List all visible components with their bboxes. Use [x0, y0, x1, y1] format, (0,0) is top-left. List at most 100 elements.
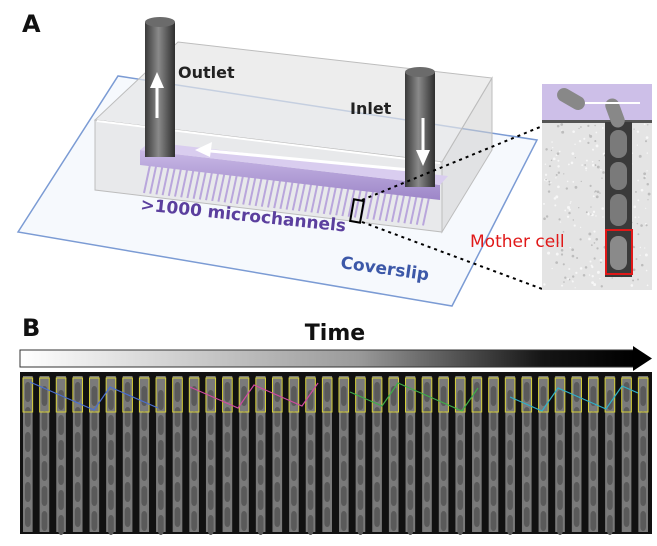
- speckle: [638, 154, 642, 158]
- speckle: [591, 163, 595, 167]
- cell: [623, 457, 630, 477]
- speckle: [590, 213, 592, 215]
- speckle: [593, 283, 597, 287]
- speckle: [579, 226, 582, 229]
- microchannel: [236, 175, 244, 205]
- cell: [58, 490, 64, 510]
- cell: [158, 440, 164, 460]
- cell: [573, 407, 580, 427]
- cell: [424, 407, 430, 427]
- cell: [224, 407, 231, 427]
- cell: [341, 511, 347, 531]
- speckle: [563, 281, 565, 283]
- mother-cell-label: Mother cell: [470, 232, 565, 252]
- speckle: [548, 183, 551, 186]
- cell: [307, 440, 314, 460]
- speckle: [562, 263, 565, 266]
- microchannel: [180, 169, 189, 198]
- channel-outline: [155, 377, 167, 413]
- cell: [174, 432, 181, 452]
- cell: [291, 411, 297, 431]
- channel-outline: [255, 377, 266, 413]
- channel-frame: [521, 376, 532, 532]
- channel-frame: [122, 376, 133, 532]
- speckle: [555, 261, 558, 264]
- cell: [407, 440, 414, 460]
- cell: [191, 411, 197, 431]
- microchannel: [298, 182, 306, 212]
- cell: [124, 432, 131, 452]
- cell: [74, 382, 81, 402]
- channel-outline: [538, 377, 549, 413]
- speckle: [561, 129, 563, 131]
- cell: [74, 407, 81, 427]
- speckle: [593, 242, 596, 244]
- cell: [257, 515, 264, 535]
- cell: [440, 511, 447, 531]
- speckle: [545, 215, 549, 218]
- channel-outline: [172, 377, 183, 413]
- speckle: [552, 244, 555, 248]
- speckle: [633, 205, 637, 209]
- cell: [610, 194, 627, 226]
- speckle: [576, 256, 579, 259]
- cell: [241, 511, 247, 531]
- lineage-trace: [349, 382, 479, 412]
- microchannel: [279, 180, 288, 210]
- speckle: [560, 253, 564, 256]
- speckle: [559, 221, 562, 223]
- speckle: [583, 137, 586, 140]
- cell: [523, 482, 530, 502]
- microchannel: [174, 168, 182, 197]
- speckle: [632, 268, 636, 272]
- cell: [374, 432, 380, 452]
- mother-cell: [610, 236, 627, 270]
- inlet-arrowhead: [416, 150, 430, 166]
- channel-outline: [105, 377, 117, 413]
- cell: [74, 507, 81, 527]
- microchannel: [167, 167, 176, 197]
- channel-frame: [322, 376, 332, 532]
- speckle: [582, 274, 586, 277]
- cell: [158, 415, 164, 435]
- speckle: [557, 185, 560, 189]
- channel-outline: [72, 377, 84, 413]
- speckle: [561, 284, 564, 287]
- kymograph-channels: [22, 376, 649, 535]
- time-arrowhead: [633, 346, 652, 371]
- cell: [390, 436, 397, 456]
- microchannel: [229, 174, 238, 204]
- cell: [507, 415, 513, 435]
- speckle: [543, 283, 546, 286]
- inlet-label: Inlet: [350, 99, 392, 118]
- cell: [557, 440, 563, 460]
- channel-outline: [405, 377, 416, 413]
- cell: [324, 457, 330, 477]
- speckle: [600, 261, 602, 264]
- cell: [291, 436, 297, 456]
- cell: [124, 507, 131, 527]
- speckle: [646, 284, 649, 287]
- cell: [257, 415, 264, 435]
- speckle: [580, 126, 582, 128]
- cell: [457, 515, 464, 535]
- cell: [540, 486, 547, 506]
- inset-edge: [542, 120, 652, 123]
- speckle: [645, 224, 648, 227]
- channel-outline: [488, 377, 499, 413]
- speckle: [637, 233, 640, 236]
- speckle: [643, 172, 647, 176]
- speckle: [584, 266, 588, 269]
- speckle: [595, 237, 599, 241]
- speckle: [585, 211, 588, 214]
- flow-arrowhead: [195, 142, 212, 157]
- cell: [41, 461, 48, 481]
- cell: [507, 440, 513, 460]
- cell: [357, 465, 364, 485]
- speckle: [569, 202, 571, 204]
- channel-outline: [471, 377, 483, 413]
- cell: [241, 461, 247, 481]
- microchannel: [304, 183, 313, 212]
- cell: [390, 461, 397, 481]
- speckle: [646, 182, 650, 186]
